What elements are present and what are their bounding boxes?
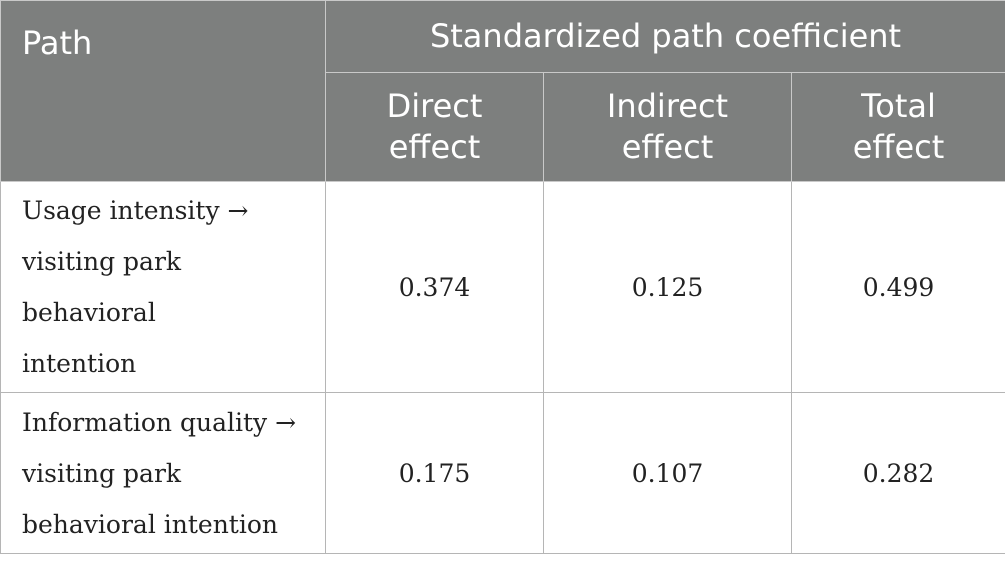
direct-effect-header: Direct effect xyxy=(325,72,544,182)
table-row: Usage intensity → visiting park behavior… xyxy=(0,181,1005,393)
indirect-effect-cell: 0.107 xyxy=(543,392,792,554)
total-effect-cell: 0.282 xyxy=(790,392,1005,554)
path-coefficient-table: Path Standardized path coefficient Direc… xyxy=(0,0,1005,554)
coefficient-group-header: Standardized path coefficient xyxy=(324,0,1005,73)
header-row-top: Path Standardized path coefficient xyxy=(0,0,1005,182)
path-cell: Usage intensity → visiting park behavior… xyxy=(0,181,326,393)
path-cell-text: Information quality → visiting park beha… xyxy=(22,407,297,539)
path-cell-text: Usage intensity → visiting park behavior… xyxy=(22,196,249,378)
table-row: Information quality → visiting park beha… xyxy=(0,392,1005,554)
total-effect-header-label: Total effect xyxy=(852,87,945,166)
header-row-sub: Direct effect Indirect effect Total effe… xyxy=(1,72,1005,182)
table-body: Usage intensity → visiting park behavior… xyxy=(0,181,1005,554)
indirect-effect-header-label: Indirect effect xyxy=(606,87,729,166)
table-header: Path Standardized path coefficient Direc… xyxy=(0,0,1005,182)
direct-effect-header-label: Direct effect xyxy=(386,87,483,166)
path-column-header: Path xyxy=(0,0,326,182)
direct-effect-cell: 0.374 xyxy=(325,181,544,393)
total-effect-cell: 0.499 xyxy=(790,181,1005,393)
direct-effect-cell: 0.175 xyxy=(325,392,544,554)
total-effect-header: Total effect xyxy=(790,72,1005,182)
path-cell: Information quality → visiting park beha… xyxy=(0,392,326,554)
indirect-effect-header: Indirect effect xyxy=(543,72,792,182)
indirect-effect-cell: 0.125 xyxy=(543,181,792,393)
